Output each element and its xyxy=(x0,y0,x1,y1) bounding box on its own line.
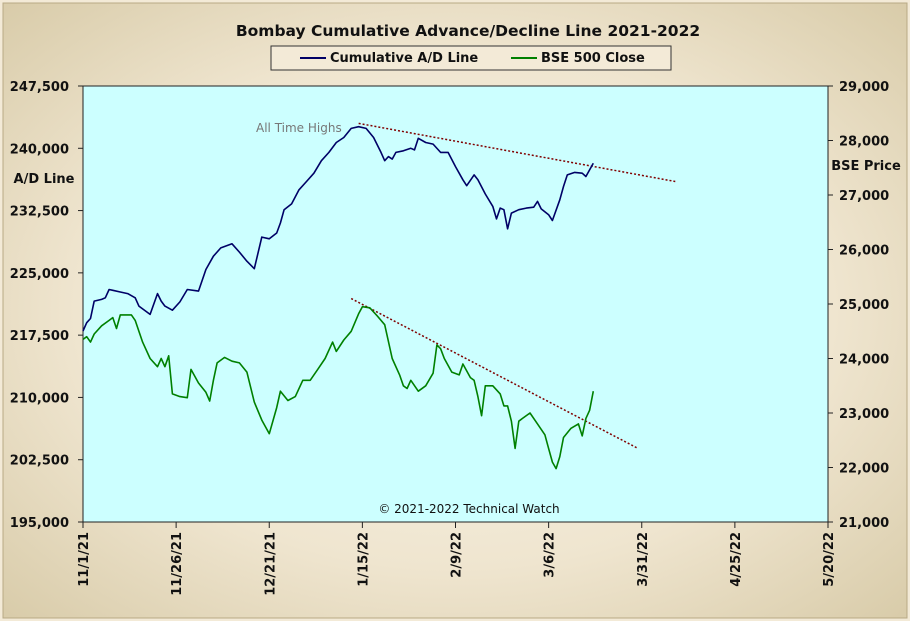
series-line-bse-500 xyxy=(82,305,595,470)
y-axis-right-title: BSE Price xyxy=(831,159,901,174)
x-tick-label: 5/20/22 xyxy=(822,532,837,587)
y-left-tick-label: 195,000 xyxy=(10,516,69,531)
x-tick-label: 11/26/21 xyxy=(170,532,185,596)
y-left-tick-label: 232,500 xyxy=(10,205,69,220)
y-right-tick-label: 24,000 xyxy=(839,353,889,368)
y-axis-left: 195,000 202,500 210,000 217,500 225,000 232,5… xyxy=(10,80,83,531)
data-series xyxy=(82,125,595,470)
y-left-tick-label: 217,500 xyxy=(10,329,69,344)
y-right-tick-label: 25,000 xyxy=(839,298,889,313)
x-tick-label: 1/15/22 xyxy=(356,532,371,587)
series-line-cumulative-ad xyxy=(82,125,595,332)
y-left-tick-label: 240,000 xyxy=(10,142,69,157)
y-left-tick-label: 210,000 xyxy=(10,391,69,406)
y-right-tick-label: 27,000 xyxy=(839,189,889,204)
y-axis-left-title: A/D Line xyxy=(14,172,75,187)
y-right-tick-label: 26,000 xyxy=(839,244,889,259)
bse-trendline xyxy=(350,297,639,450)
x-tick-label: 3/6/22 xyxy=(543,532,558,578)
legend: Cumulative A/D Line BSE 500 Close xyxy=(270,45,672,71)
x-tick-label: 11/1/21 xyxy=(77,532,92,587)
all-time-highs-annotation: All Time Highs xyxy=(256,121,342,135)
copyright-text: © 2021-2022 Technical Watch xyxy=(378,502,559,516)
y-right-tick-label: 28,000 xyxy=(839,135,889,150)
x-tick-label: 4/25/22 xyxy=(729,532,744,587)
plot-area xyxy=(82,85,829,523)
trendlines xyxy=(350,122,676,450)
y-right-tick-label: 23,000 xyxy=(839,407,889,422)
x-tick-label: 2/9/22 xyxy=(450,532,465,578)
y-right-tick-label: 21,000 xyxy=(839,516,889,531)
y-left-tick-label: 202,500 xyxy=(10,454,69,469)
x-axis: 11/1/21 11/26/21 12/21/21 1/15/22 2/9/22 3/6/… xyxy=(77,522,837,596)
ad-line-trendline xyxy=(358,122,676,183)
y-right-tick-label: 29,000 xyxy=(839,80,889,95)
x-tick-label: 3/31/22 xyxy=(636,532,651,587)
y-left-tick-label: 225,000 xyxy=(10,267,69,282)
chart-title: Bombay Cumulative Advance/Decline Line 2… xyxy=(236,22,700,40)
y-right-tick-label: 22,000 xyxy=(839,462,889,477)
legend-label-bse: BSE 500 Close xyxy=(541,51,645,66)
y-axis-right: 21,000 22,000 23,000 24,000 25,000 26,000 27,0… xyxy=(828,80,889,531)
x-tick-label: 12/21/21 xyxy=(263,532,278,596)
y-left-tick-label: 247,500 xyxy=(10,80,69,95)
legend-label-ad-line: Cumulative A/D Line xyxy=(330,51,478,66)
